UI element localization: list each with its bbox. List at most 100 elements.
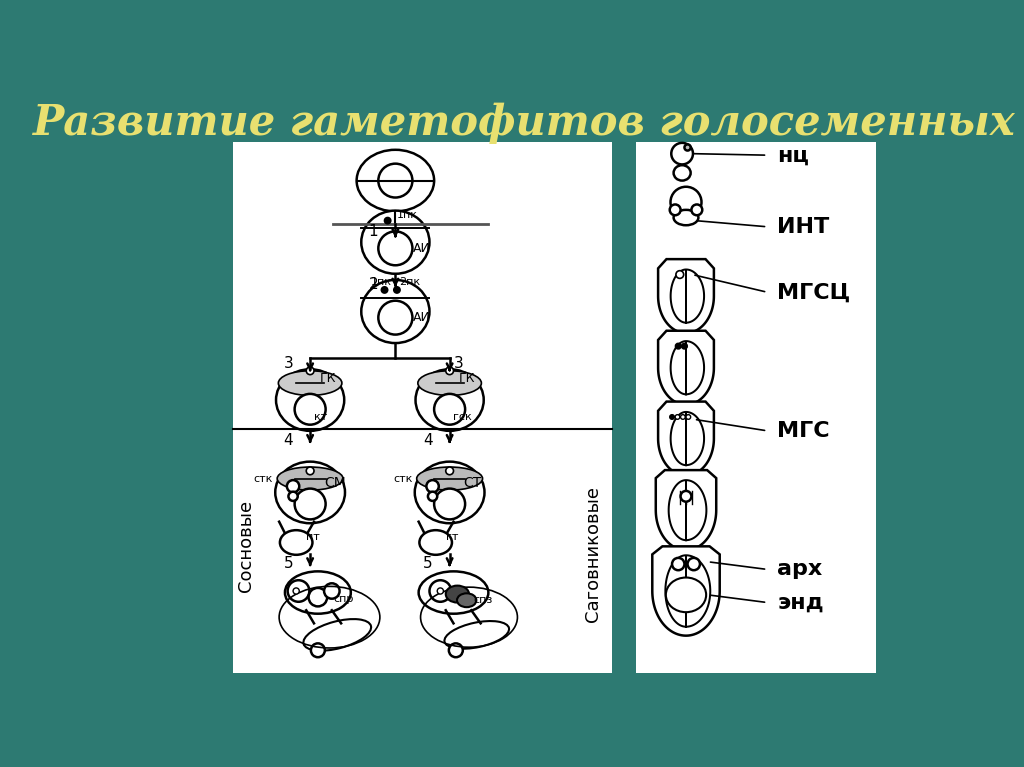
Ellipse shape	[444, 621, 509, 649]
Bar	[232, 142, 612, 673]
Text: кт: кт	[314, 412, 328, 422]
Circle shape	[686, 415, 690, 420]
Text: гск: гск	[454, 412, 472, 422]
PathPatch shape	[658, 402, 714, 476]
Circle shape	[437, 588, 443, 594]
Circle shape	[670, 415, 675, 420]
Text: 3: 3	[454, 357, 463, 371]
Circle shape	[445, 467, 454, 475]
Circle shape	[385, 218, 390, 223]
Circle shape	[295, 394, 326, 425]
Text: нц: нц	[777, 145, 809, 165]
Circle shape	[682, 344, 687, 348]
Text: пт: пт	[306, 532, 319, 542]
Circle shape	[306, 467, 314, 475]
Text: 2: 2	[369, 277, 378, 292]
Ellipse shape	[361, 280, 429, 343]
Ellipse shape	[356, 150, 434, 212]
Text: 4: 4	[284, 433, 293, 448]
Text: Саговниковые: Саговниковые	[584, 486, 602, 622]
Circle shape	[295, 489, 326, 519]
Text: 1: 1	[369, 224, 378, 239]
Text: 5: 5	[423, 556, 432, 571]
PathPatch shape	[658, 331, 714, 405]
Ellipse shape	[419, 571, 488, 614]
Text: МГС: МГС	[777, 421, 830, 441]
Text: 1пк: 1пк	[371, 277, 392, 287]
PathPatch shape	[666, 555, 711, 627]
Circle shape	[289, 492, 298, 501]
PathPatch shape	[671, 341, 705, 394]
Circle shape	[691, 205, 702, 216]
Circle shape	[382, 287, 387, 293]
Circle shape	[428, 492, 437, 501]
Circle shape	[672, 143, 693, 164]
Circle shape	[287, 480, 299, 492]
Circle shape	[378, 163, 413, 198]
Ellipse shape	[457, 594, 476, 607]
Text: гт: гт	[445, 532, 458, 542]
PathPatch shape	[652, 546, 720, 636]
Text: энд: энд	[777, 593, 824, 613]
Circle shape	[684, 144, 690, 150]
Text: спз: спз	[473, 595, 493, 605]
Ellipse shape	[674, 165, 690, 180]
Ellipse shape	[416, 369, 483, 431]
Text: арх: арх	[777, 559, 822, 579]
Text: СМ: СМ	[324, 476, 346, 490]
PathPatch shape	[658, 259, 714, 333]
Text: стк: стк	[393, 473, 413, 483]
Circle shape	[681, 415, 685, 420]
Text: стк: стк	[254, 473, 273, 483]
Circle shape	[449, 644, 463, 657]
Text: 4: 4	[423, 433, 432, 448]
Ellipse shape	[285, 571, 351, 614]
Ellipse shape	[279, 370, 342, 396]
Circle shape	[670, 205, 681, 216]
Ellipse shape	[275, 462, 345, 523]
Circle shape	[672, 558, 684, 570]
Ellipse shape	[303, 619, 371, 650]
Ellipse shape	[276, 369, 344, 431]
Text: Сосновые: Сосновые	[237, 500, 255, 592]
Text: ИНТ: ИНТ	[777, 217, 829, 237]
Circle shape	[288, 580, 309, 602]
Text: спр: спр	[334, 594, 353, 604]
PathPatch shape	[655, 470, 716, 550]
Ellipse shape	[666, 578, 707, 612]
Ellipse shape	[445, 586, 469, 603]
Circle shape	[434, 489, 465, 519]
Ellipse shape	[278, 467, 343, 490]
Circle shape	[445, 367, 454, 374]
Circle shape	[311, 644, 325, 657]
PathPatch shape	[669, 480, 707, 540]
Text: МГСЦ: МГСЦ	[777, 282, 851, 302]
Text: 2пк: 2пк	[399, 277, 421, 287]
Circle shape	[675, 415, 680, 420]
Ellipse shape	[280, 530, 312, 555]
Bar	[636, 142, 876, 673]
Text: 5: 5	[284, 556, 293, 571]
Circle shape	[306, 367, 314, 374]
Circle shape	[676, 344, 681, 348]
Circle shape	[434, 394, 465, 425]
Ellipse shape	[420, 530, 452, 555]
Circle shape	[394, 287, 399, 293]
Circle shape	[308, 588, 328, 607]
Circle shape	[378, 232, 413, 265]
Circle shape	[293, 588, 299, 594]
Ellipse shape	[418, 370, 481, 396]
Circle shape	[324, 583, 340, 599]
PathPatch shape	[671, 269, 705, 323]
Text: АИ: АИ	[413, 242, 430, 255]
Circle shape	[378, 301, 413, 334]
PathPatch shape	[671, 412, 705, 465]
Circle shape	[671, 186, 701, 218]
Circle shape	[429, 580, 452, 602]
Text: АИ: АИ	[413, 311, 430, 324]
Text: ГК: ГК	[319, 372, 336, 385]
Circle shape	[426, 480, 438, 492]
Ellipse shape	[674, 210, 698, 225]
Text: ГК: ГК	[459, 372, 475, 385]
Ellipse shape	[417, 467, 482, 490]
